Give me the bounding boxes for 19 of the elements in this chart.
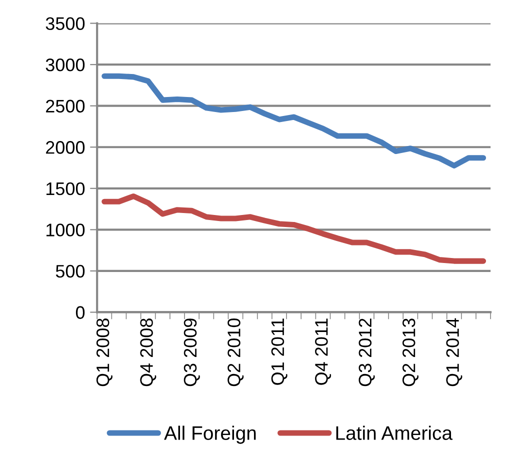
x-tick-label: Q1 2014 <box>446 318 462 386</box>
x-tick-label: Q4 2011 <box>315 318 332 385</box>
legend-label: All Foreign <box>164 426 256 444</box>
y-tick-label: 1500 <box>46 182 85 196</box>
x-tick-label: Q1 2008 <box>96 318 112 386</box>
y-tick-label: 2000 <box>46 141 85 154</box>
x-tick-label: Q2 2013 <box>402 318 418 386</box>
y-tick-label: 500 <box>56 264 85 278</box>
x-tick-label: Q3 2009 <box>184 318 200 386</box>
y-tick-label: 1000 <box>46 224 85 236</box>
legend-label: Latin America <box>336 426 453 440</box>
y-tick-label: 2500 <box>46 100 85 113</box>
y-tick-label: 3000 <box>46 58 85 72</box>
x-tick-label: Q1 2011 <box>271 318 288 385</box>
x-tick-label: Q2 2010 <box>228 318 244 386</box>
y-tick-label: 3500 <box>46 17 85 30</box>
x-tick-label: Q3 2012 <box>358 318 375 386</box>
y-tick-label: 0 <box>76 306 85 319</box>
x-tick-label: Q4 2008 <box>140 318 156 386</box>
